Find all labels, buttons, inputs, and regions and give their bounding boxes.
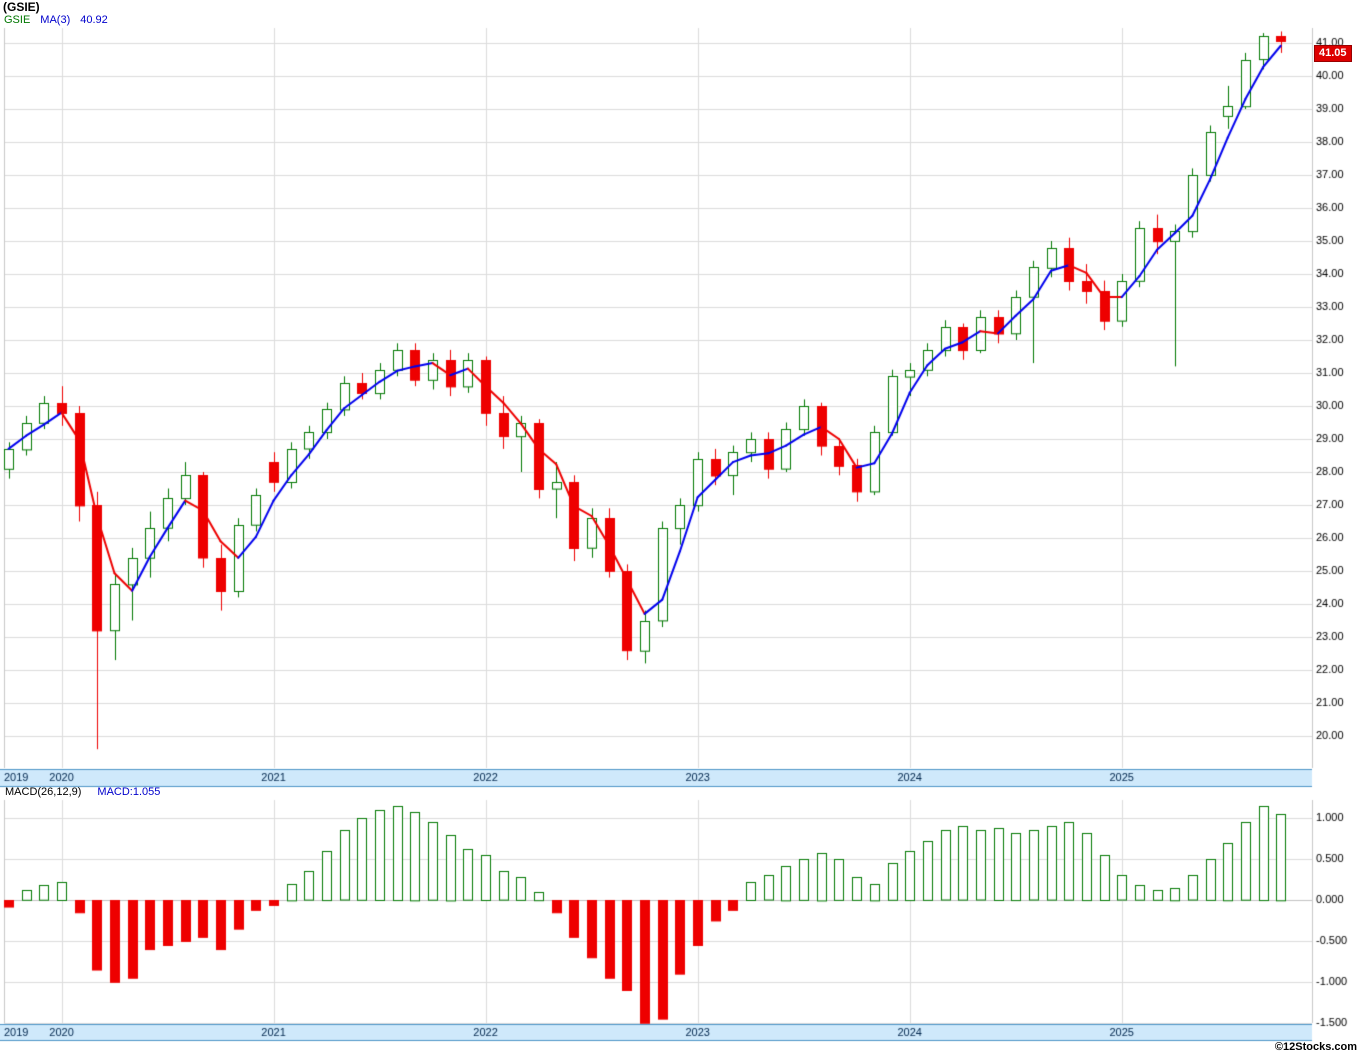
main-chart-legend: GSIE MA(3) 40.92 bbox=[4, 14, 118, 26]
legend-symbol: GSIE bbox=[4, 14, 31, 26]
macd-params-label: MACD(26,12,9) bbox=[5, 786, 82, 798]
legend-ma-value: 40.92 bbox=[80, 14, 108, 26]
page-title: (GSIE) bbox=[3, 0, 40, 14]
last-price-tag: 41.05 bbox=[1314, 45, 1352, 62]
macd-legend: MACD(26,12,9) MACD:1.055 bbox=[5, 786, 160, 798]
macd-value-label: MACD:1.055 bbox=[97, 786, 161, 798]
copyright-watermark: ©12Stocks.com bbox=[1274, 1041, 1357, 1053]
legend-ma-label: MA(3) bbox=[40, 14, 71, 26]
